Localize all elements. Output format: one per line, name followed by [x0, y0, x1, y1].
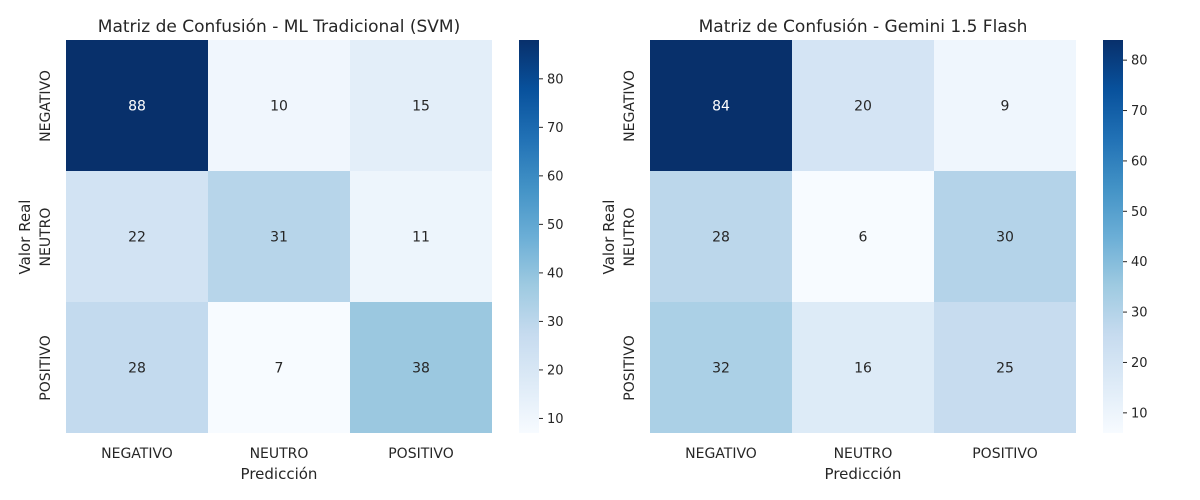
heatmap-cell: [350, 302, 492, 433]
heatmap-panel-svm: Matriz de Confusión - ML Tradicional (SV…: [16, 17, 564, 483]
cell-value-label: 15: [412, 99, 430, 115]
cell-value-label: 28: [128, 361, 146, 377]
colorbar-tick-label: 20: [547, 363, 564, 378]
heatmap-cell: [650, 40, 792, 171]
heatmap-cells-gemini: 84 20 9 28 6 30 32 16 25: [650, 40, 1076, 433]
x-tick-label: NEGATIVO: [685, 446, 757, 462]
colorbar-tick-label: 60: [1131, 154, 1148, 169]
heatmap-cell: [650, 171, 792, 302]
colorbar-tick-label: 10: [1131, 406, 1148, 421]
heatmap-cell: [66, 40, 208, 171]
cell-value-label: 84: [712, 99, 730, 115]
colorbar-tick-label: 30: [1131, 306, 1148, 321]
cell-value-label: 20: [854, 99, 872, 115]
heatmap-cells-svm: 88 10 15 22 31 11 28 7 38: [66, 40, 492, 433]
cell-value-label: 6: [859, 230, 868, 246]
chart-title-svm: Matriz de Confusión - ML Tradicional (SV…: [98, 17, 460, 37]
heatmap-cell: [934, 171, 1076, 302]
heatmap-cell: [792, 171, 934, 302]
x-axis-label-gemini: Predicción: [825, 465, 902, 483]
x-axis-label-svm: Predicción: [241, 465, 318, 483]
x-tick-label: NEGATIVO: [101, 446, 173, 462]
x-tick-label: NEUTRO: [250, 446, 309, 462]
heatmap-cell: [350, 40, 492, 171]
heatmap-cell: [208, 302, 350, 433]
y-tick-label: NEUTRO: [38, 208, 54, 267]
cell-value-label: 30: [996, 230, 1014, 246]
y-tick-label: NEGATIVO: [38, 70, 54, 142]
x-tick-label: NEUTRO: [834, 446, 893, 462]
heatmap-cell: [650, 302, 792, 433]
cell-value-label: 10: [270, 99, 288, 115]
cell-value-label: 28: [712, 230, 730, 246]
cell-value-label: 9: [1001, 99, 1010, 115]
y-axis-label-svm: Valor Real: [16, 200, 34, 275]
cell-value-label: 31: [270, 230, 288, 246]
colorbar-tick-label: 40: [547, 266, 564, 281]
chart-title-gemini: Matriz de Confusión - Gemini 1.5 Flash: [699, 17, 1028, 37]
colorbar-gemini: [1103, 40, 1123, 433]
x-tick-label: POSITIVO: [972, 446, 1038, 462]
colorbar-tick-label: 60: [547, 169, 564, 184]
cell-value-label: 25: [996, 361, 1014, 377]
colorbar-tick-label: 30: [547, 315, 564, 330]
cell-value-label: 11: [412, 230, 430, 246]
colorbar-svm: [519, 40, 539, 433]
heatmap-cell: [350, 171, 492, 302]
y-tick-label: POSITIVO: [622, 335, 638, 401]
heatmap-cell: [934, 40, 1076, 171]
heatmap-cell: [66, 302, 208, 433]
cell-value-label: 16: [854, 361, 872, 377]
heatmap-panel-gemini: Matriz de Confusión - Gemini 1.5 Flash 8…: [600, 17, 1148, 483]
colorbar-tick-label: 80: [1131, 54, 1148, 69]
cell-value-label: 22: [128, 230, 146, 246]
cell-value-label: 7: [275, 361, 284, 377]
colorbar-tick-label: 20: [1131, 356, 1148, 371]
heatmap-cell: [208, 40, 350, 171]
heatmap-cell: [792, 302, 934, 433]
colorbar-tick-label: 50: [547, 218, 564, 233]
y-tick-label: NEUTRO: [622, 208, 638, 267]
y-axis-label-gemini: Valor Real: [600, 200, 618, 275]
colorbar-tick-label: 10: [547, 412, 564, 427]
x-tick-label: POSITIVO: [388, 446, 454, 462]
colorbar-ticks-svm: 10 20 30 40 50 60 70 80: [539, 72, 564, 427]
y-tick-label: NEGATIVO: [622, 70, 638, 142]
colorbar-tick-label: 70: [547, 121, 564, 136]
heatmap-cell: [792, 40, 934, 171]
colorbar-tick-label: 70: [1131, 104, 1148, 119]
colorbar-tick-label: 50: [1131, 205, 1148, 220]
colorbar-tick-label: 40: [1131, 255, 1148, 270]
y-tick-label: POSITIVO: [38, 335, 54, 401]
cell-value-label: 88: [128, 99, 146, 115]
cell-value-label: 32: [712, 361, 730, 377]
heatmap-cell: [208, 171, 350, 302]
heatmap-cell: [934, 302, 1076, 433]
cell-value-label: 38: [412, 361, 430, 377]
colorbar-tick-label: 80: [547, 72, 564, 87]
heatmap-cell: [66, 171, 208, 302]
colorbar-ticks-gemini: 10 20 30 40 50 60 70 80: [1123, 54, 1148, 421]
